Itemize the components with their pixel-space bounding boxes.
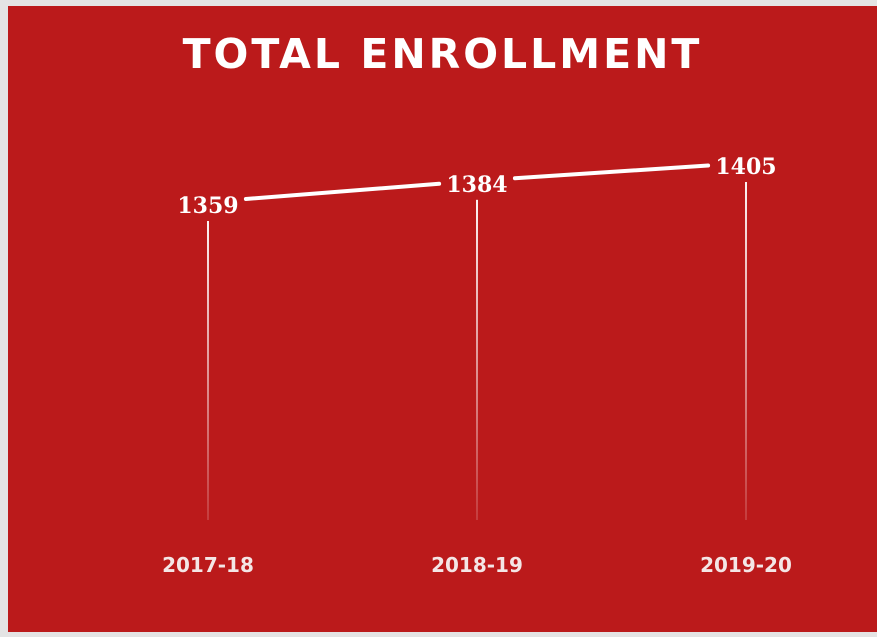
data-label: 1359 — [177, 193, 238, 219]
drop-line — [476, 199, 478, 520]
x-tick-label: 2018-19 — [431, 553, 523, 577]
series-line-segment — [243, 181, 442, 202]
chart-title: TOTAL ENROLLMENT — [182, 30, 703, 78]
series-line-group — [243, 163, 711, 202]
drop-lines — [207, 182, 747, 520]
x-tick-label: 2017-18 — [162, 553, 254, 577]
chart-panel — [8, 6, 877, 632]
drop-line — [207, 221, 209, 520]
value-labels: 1359 1384 1405 — [177, 154, 776, 219]
x-tick-label: 2019-20 — [700, 553, 792, 577]
drop-line — [745, 182, 747, 520]
data-label: 1384 — [446, 172, 507, 198]
data-label: 1405 — [715, 154, 776, 180]
x-axis-tick-labels: 2017-18 2018-19 2019-20 — [162, 553, 792, 577]
series-line-segment — [512, 163, 711, 181]
